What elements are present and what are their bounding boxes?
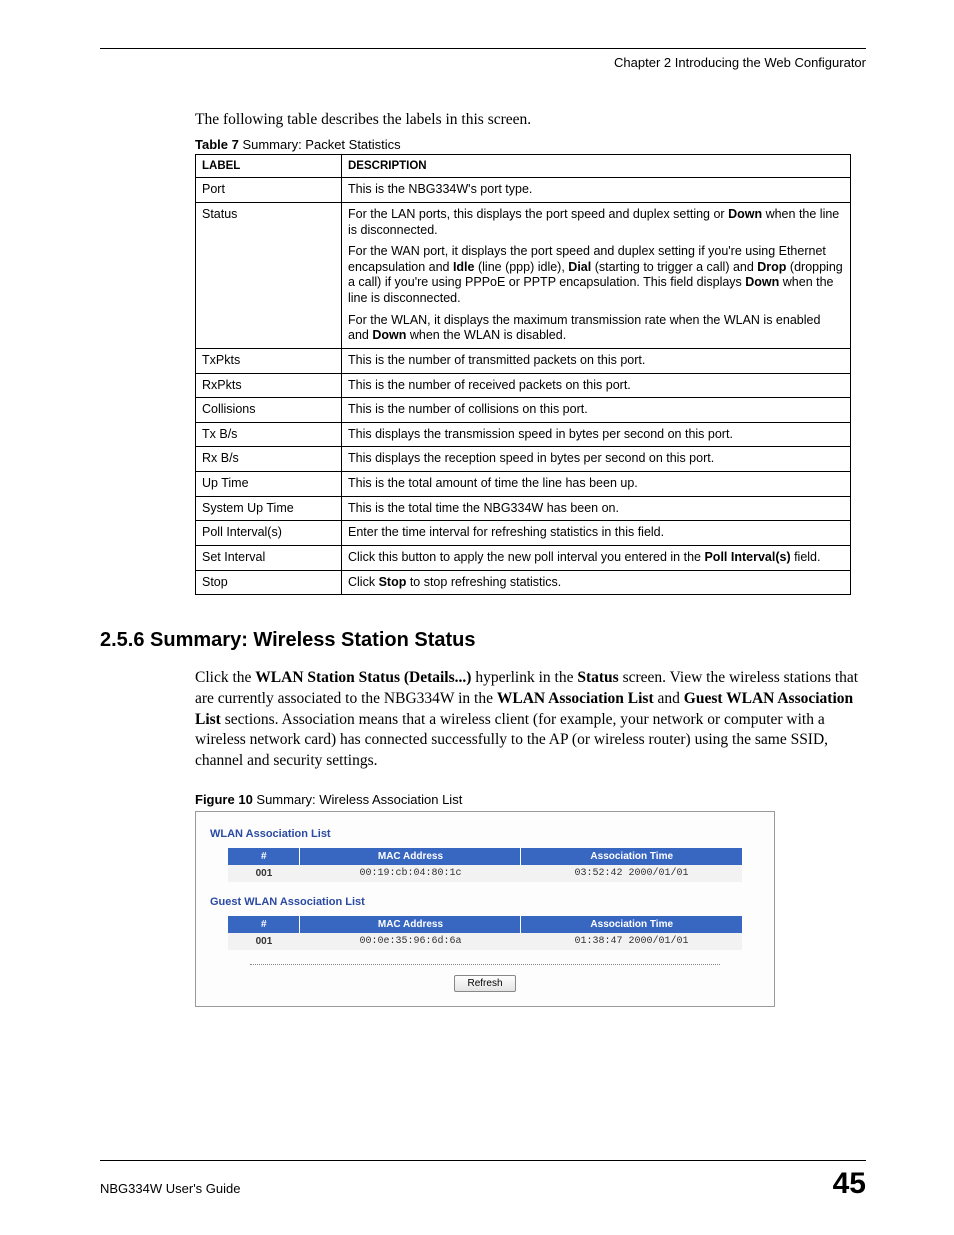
- table-row: System Up Time This is the total time the…: [196, 496, 851, 521]
- desc-paragraph: For the WLAN, it displays the maximum tr…: [348, 313, 844, 344]
- wlan-assoc-list-title: WLAN Association List: [210, 828, 760, 840]
- desc-paragraph: This is the number of collisions on this…: [348, 402, 844, 418]
- table-row: Rx B/s This displays the reception speed …: [196, 447, 851, 472]
- th-description: DESCRIPTION: [342, 154, 851, 177]
- assoc-th: MAC Address: [300, 916, 521, 933]
- assoc-header-row: #MAC AddressAssociation Time: [228, 848, 742, 865]
- row-label: TxPkts: [196, 348, 342, 373]
- table-row: Stop Click Stop to stop refreshing statis…: [196, 570, 851, 595]
- desc-paragraph: Enter the time interval for refreshing s…: [348, 525, 844, 541]
- table7-caption: Table 7 Summary: Packet Statistics: [195, 137, 866, 152]
- assoc-th: #: [228, 848, 300, 865]
- section-heading: 2.5.6 Summary: Wireless Station Status: [100, 629, 866, 652]
- th-label: LABEL: [196, 154, 342, 177]
- desc-paragraph: This displays the reception speed in byt…: [348, 451, 844, 467]
- figure10-panel: WLAN Association List #MAC AddressAssoci…: [195, 811, 775, 1007]
- row-description: This is the number of received packets o…: [342, 373, 851, 398]
- assoc-row: 00100:19:cb:04:80:1c03:52:42 2000/01/01: [228, 865, 742, 882]
- row-label: Up Time: [196, 472, 342, 497]
- figure10-caption-bold: Figure 10: [195, 792, 253, 807]
- desc-paragraph: This displays the transmission speed in …: [348, 427, 844, 443]
- row-label: Poll Interval(s): [196, 521, 342, 546]
- table7-caption-rest: Summary: Packet Statistics: [239, 137, 401, 152]
- assoc-th: MAC Address: [300, 848, 521, 865]
- assoc-th: Association Time: [521, 848, 742, 865]
- desc-paragraph: For the WAN port, it displays the port s…: [348, 244, 844, 307]
- row-description: This is the NBG334W's port type.: [342, 178, 851, 203]
- refresh-row: Refresh: [250, 964, 720, 992]
- assoc-idx: 001: [228, 933, 300, 950]
- row-label: Stop: [196, 570, 342, 595]
- row-label: RxPkts: [196, 373, 342, 398]
- row-label: Rx B/s: [196, 447, 342, 472]
- assoc-header-row: #MAC AddressAssociation Time: [228, 916, 742, 933]
- figure10-caption: Figure 10 Summary: Wireless Association …: [195, 792, 866, 807]
- assoc-mac: 00:0e:35:96:6d:6a: [300, 933, 521, 950]
- guest-wlan-association-table: #MAC AddressAssociation Time00100:0e:35:…: [228, 916, 742, 950]
- desc-paragraph: This is the total amount of time the lin…: [348, 476, 844, 492]
- assoc-time: 03:52:42 2000/01/01: [521, 865, 742, 882]
- desc-paragraph: This is the number of received packets o…: [348, 378, 844, 394]
- row-description: Click this button to apply the new poll …: [342, 545, 851, 570]
- figure10-caption-rest: Summary: Wireless Association List: [253, 792, 463, 807]
- row-label: Collisions: [196, 398, 342, 423]
- table-row: Up Time This is the total amount of time …: [196, 472, 851, 497]
- footer-page-number: 45: [833, 1167, 866, 1201]
- assoc-idx: 001: [228, 865, 300, 882]
- desc-paragraph: For the LAN ports, this displays the por…: [348, 207, 844, 238]
- desc-paragraph: This is the NBG334W's port type.: [348, 182, 844, 198]
- guest-wlan-assoc-list-title: Guest WLAN Association List: [210, 896, 760, 908]
- assoc-time: 01:38:47 2000/01/01: [521, 933, 742, 950]
- page-footer: NBG334W User's Guide 45: [100, 1160, 866, 1201]
- desc-paragraph: This is the total time the NBG334W has b…: [348, 501, 844, 517]
- refresh-button[interactable]: Refresh: [454, 975, 515, 992]
- row-description: This is the number of collisions on this…: [342, 398, 851, 423]
- desc-paragraph: This is the number of transmitted packet…: [348, 353, 844, 369]
- row-description: For the LAN ports, this displays the por…: [342, 202, 851, 348]
- row-description: Click Stop to stop refreshing statistics…: [342, 570, 851, 595]
- desc-paragraph: Click this button to apply the new poll …: [348, 550, 844, 566]
- wlan-association-table: #MAC AddressAssociation Time00100:19:cb:…: [228, 848, 742, 882]
- table7-caption-bold: Table 7: [195, 137, 239, 152]
- assoc-row: 00100:0e:35:96:6d:6a01:38:47 2000/01/01: [228, 933, 742, 950]
- section-body: Click the WLAN Station Status (Details..…: [195, 668, 866, 773]
- row-label: Set Interval: [196, 545, 342, 570]
- row-label: System Up Time: [196, 496, 342, 521]
- table-row: Collisions This is the number of collisio…: [196, 398, 851, 423]
- assoc-th: Association Time: [521, 916, 742, 933]
- row-label: Tx B/s: [196, 422, 342, 447]
- desc-paragraph: Click Stop to stop refreshing statistics…: [348, 575, 844, 591]
- row-description: This displays the reception speed in byt…: [342, 447, 851, 472]
- table-row: TxPkts This is the number of transmitted …: [196, 348, 851, 373]
- row-label: Port: [196, 178, 342, 203]
- assoc-mac: 00:19:cb:04:80:1c: [300, 865, 521, 882]
- table-row: RxPkts This is the number of received pac…: [196, 373, 851, 398]
- row-description: This is the number of transmitted packet…: [342, 348, 851, 373]
- table-header-row: LABEL DESCRIPTION: [196, 154, 851, 177]
- table-row: StatusFor the LAN ports, this displays t…: [196, 202, 851, 348]
- table-row: Port This is the NBG334W's port type.: [196, 178, 851, 203]
- chapter-title: Chapter 2 Introducing the Web Configurat…: [100, 55, 866, 70]
- table-row: Poll Interval(s) Enter the time interval …: [196, 521, 851, 546]
- row-description: Enter the time interval for refreshing s…: [342, 521, 851, 546]
- assoc-th: #: [228, 916, 300, 933]
- table-row: Tx B/s This displays the transmission spe…: [196, 422, 851, 447]
- row-label: Status: [196, 202, 342, 348]
- row-description: This displays the transmission speed in …: [342, 422, 851, 447]
- table-row: Set Interval Click this button to apply t…: [196, 545, 851, 570]
- footer-guide: NBG334W User's Guide: [100, 1181, 240, 1196]
- intro-text: The following table describes the labels…: [195, 110, 866, 131]
- row-description: This is the total amount of time the lin…: [342, 472, 851, 497]
- packet-statistics-table: LABEL DESCRIPTION Port This is the NBG334…: [195, 154, 851, 595]
- row-description: This is the total time the NBG334W has b…: [342, 496, 851, 521]
